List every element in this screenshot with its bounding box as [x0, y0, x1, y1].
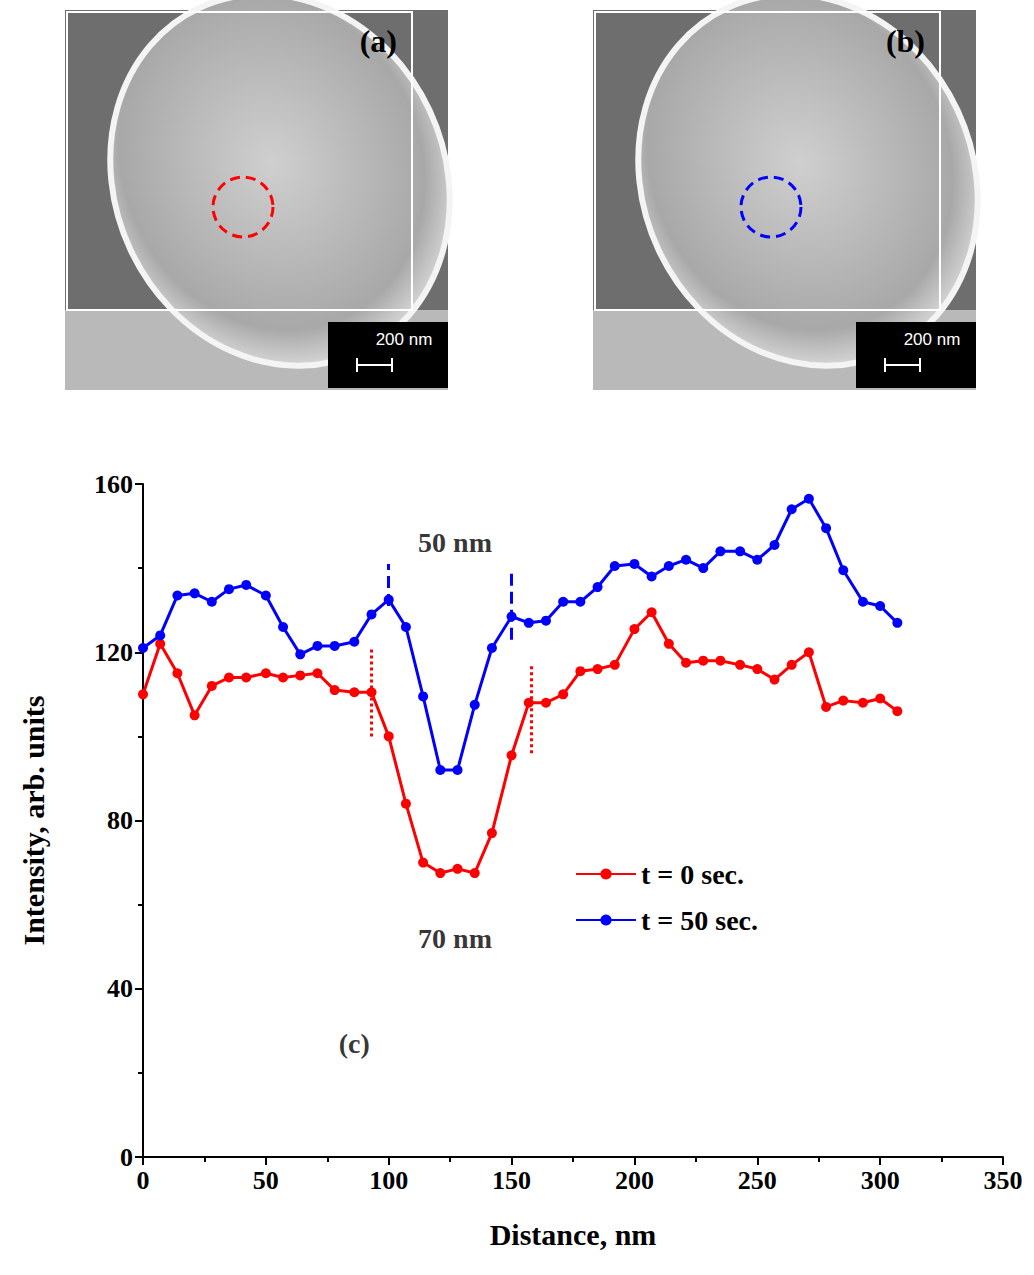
svg-text:200 nm: 200 nm: [376, 330, 433, 349]
svg-text:100: 100: [369, 1166, 408, 1195]
svg-text:70 nm: 70 nm: [418, 923, 492, 954]
svg-text:150: 150: [492, 1166, 531, 1195]
svg-text:200: 200: [615, 1166, 654, 1195]
svg-text:t = 0 sec.: t = 0 sec.: [641, 859, 744, 890]
svg-text:160: 160: [94, 470, 133, 499]
svg-text:80: 80: [107, 806, 133, 835]
svg-text:0: 0: [137, 1166, 150, 1195]
svg-text:Distance, nm: Distance, nm: [490, 1218, 657, 1251]
svg-text:40: 40: [107, 974, 133, 1003]
svg-text:(a): (a): [360, 23, 397, 59]
svg-text:0: 0: [120, 1143, 133, 1172]
svg-text:(c): (c): [339, 1028, 370, 1059]
svg-text:300: 300: [861, 1166, 900, 1195]
svg-text:350: 350: [984, 1166, 1023, 1195]
svg-text:50 nm: 50 nm: [418, 527, 492, 558]
svg-text:Intensity, arb. units: Intensity, arb. units: [17, 695, 50, 945]
svg-text:t = 50 sec.: t = 50 sec.: [641, 905, 758, 936]
svg-text:(b): (b): [886, 23, 925, 59]
svg-text:200 nm: 200 nm: [904, 330, 961, 349]
svg-text:120: 120: [94, 638, 133, 667]
svg-text:250: 250: [738, 1166, 777, 1195]
svg-text:50: 50: [253, 1166, 279, 1195]
